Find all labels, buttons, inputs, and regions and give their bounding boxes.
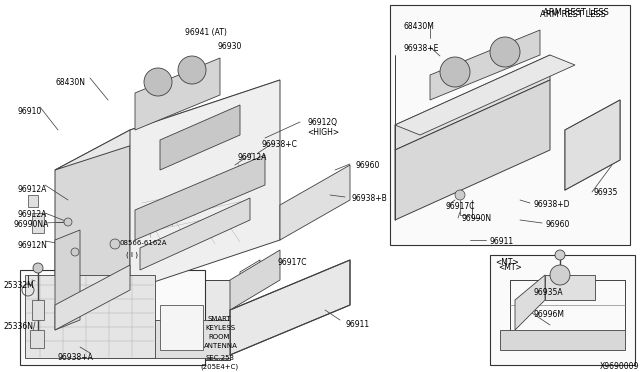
- Text: SEC.253: SEC.253: [206, 355, 235, 361]
- Text: 96935: 96935: [594, 188, 618, 197]
- Bar: [490, 255, 635, 365]
- Bar: [30, 330, 44, 348]
- Text: 96938+B: 96938+B: [352, 194, 388, 203]
- Text: 96938+C: 96938+C: [262, 140, 298, 149]
- Text: (205E4+C): (205E4+C): [200, 364, 238, 371]
- Bar: [28, 195, 38, 207]
- Text: 96911: 96911: [345, 320, 369, 329]
- Text: 25332M: 25332M: [4, 281, 35, 290]
- Polygon shape: [55, 130, 130, 330]
- Polygon shape: [130, 80, 280, 290]
- Bar: [390, 5, 630, 245]
- Circle shape: [555, 250, 565, 260]
- Circle shape: [33, 263, 43, 273]
- Text: 96912A: 96912A: [18, 210, 47, 219]
- Text: 08566-6162A: 08566-6162A: [119, 240, 166, 246]
- Polygon shape: [80, 320, 230, 358]
- Polygon shape: [395, 55, 550, 150]
- Bar: [32, 213, 44, 233]
- Text: ANTENNA: ANTENNA: [204, 343, 238, 349]
- Text: SMART: SMART: [208, 316, 232, 322]
- Polygon shape: [545, 275, 595, 300]
- Polygon shape: [230, 250, 280, 310]
- Text: 96938+D: 96938+D: [533, 200, 570, 209]
- Text: 96911: 96911: [489, 237, 513, 246]
- Text: 96912N: 96912N: [18, 241, 48, 250]
- Polygon shape: [55, 80, 280, 170]
- Polygon shape: [395, 80, 550, 220]
- Polygon shape: [280, 165, 350, 240]
- Text: X9690009: X9690009: [600, 362, 639, 371]
- Text: 96917C: 96917C: [445, 202, 474, 211]
- Polygon shape: [430, 30, 540, 100]
- Polygon shape: [515, 275, 545, 330]
- Circle shape: [490, 37, 520, 67]
- Text: 96960: 96960: [545, 220, 570, 229]
- Text: 96996M: 96996M: [534, 310, 565, 319]
- Circle shape: [144, 68, 172, 96]
- Text: 96960: 96960: [355, 161, 380, 170]
- Text: 96930: 96930: [218, 42, 243, 51]
- Circle shape: [110, 239, 120, 249]
- Polygon shape: [140, 198, 250, 270]
- Polygon shape: [565, 100, 620, 190]
- Text: 96990N: 96990N: [462, 214, 492, 223]
- Polygon shape: [135, 155, 265, 240]
- Polygon shape: [80, 280, 230, 360]
- Text: KEYLESS: KEYLESS: [205, 325, 235, 331]
- Polygon shape: [135, 58, 220, 130]
- Polygon shape: [55, 230, 80, 330]
- Circle shape: [455, 190, 465, 200]
- Circle shape: [71, 248, 79, 256]
- Text: 96935A: 96935A: [534, 288, 564, 297]
- Text: ARM REST LESS: ARM REST LESS: [543, 8, 609, 17]
- Text: <MT>: <MT>: [498, 263, 522, 272]
- Bar: [20, 270, 205, 365]
- Polygon shape: [230, 260, 350, 355]
- Text: 96941 (AT): 96941 (AT): [185, 28, 227, 37]
- Text: 96910: 96910: [18, 107, 42, 116]
- Text: 25336N: 25336N: [4, 322, 34, 331]
- Bar: [160, 305, 203, 350]
- Text: ROOM: ROOM: [208, 334, 230, 340]
- Circle shape: [178, 56, 206, 84]
- Text: ( I ): ( I ): [126, 251, 138, 257]
- Text: <HIGH>: <HIGH>: [307, 128, 339, 137]
- Text: 96912A: 96912A: [237, 153, 266, 162]
- Circle shape: [550, 265, 570, 285]
- Polygon shape: [500, 330, 625, 350]
- Text: 68430N: 68430N: [55, 78, 85, 87]
- Text: <MT>: <MT>: [495, 258, 519, 267]
- Circle shape: [64, 218, 72, 226]
- Polygon shape: [25, 275, 155, 358]
- Text: 68430M: 68430M: [403, 22, 434, 31]
- Polygon shape: [160, 105, 240, 170]
- Text: ARM REST LESS: ARM REST LESS: [540, 10, 606, 19]
- Text: 96917C: 96917C: [278, 258, 307, 267]
- Polygon shape: [395, 55, 575, 135]
- Text: 96912A: 96912A: [18, 185, 47, 194]
- Text: 96912Q: 96912Q: [307, 118, 337, 127]
- Polygon shape: [55, 265, 130, 330]
- Circle shape: [440, 57, 470, 87]
- Text: 96938+E: 96938+E: [403, 44, 438, 53]
- Text: 96990NA: 96990NA: [14, 220, 49, 229]
- Text: 96938+A: 96938+A: [57, 353, 93, 362]
- Bar: [32, 300, 44, 320]
